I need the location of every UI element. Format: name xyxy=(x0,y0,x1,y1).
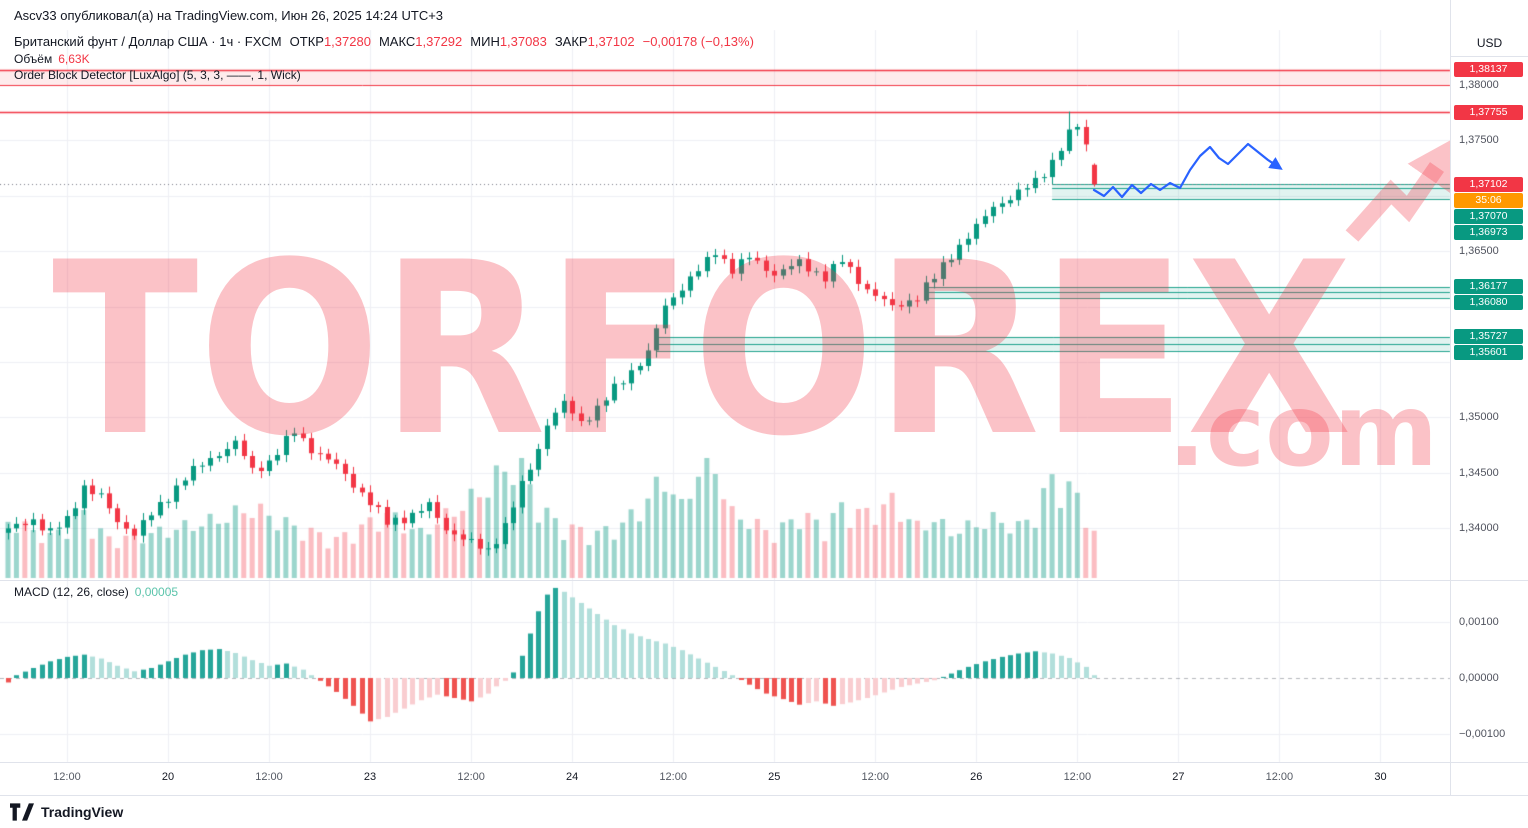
axis-currency-label: USD xyxy=(1451,30,1528,57)
time-tick-label: 12:00 xyxy=(255,771,283,783)
publish-info: Ascv33 опубликовал(а) на TradingView.com… xyxy=(14,8,444,23)
time-tick-label: 26 xyxy=(970,771,983,783)
time-tick-label: 30 xyxy=(1374,771,1387,783)
price-tick-label: 1,35000 xyxy=(1459,411,1499,424)
price-badge: 1,36177 xyxy=(1454,279,1523,295)
price-badge: 1,37102 xyxy=(1454,176,1523,192)
ohlc-close-value: 1,37102 xyxy=(587,34,635,49)
ohlc-close: ЗАКР 1,37102 xyxy=(555,34,635,49)
tradingview-logo-icon xyxy=(10,803,34,821)
ohlc-high: МАКС 1,37292 xyxy=(379,34,462,49)
ohlc-high-value: 1,37292 xyxy=(415,34,463,49)
footer-border xyxy=(0,795,1528,796)
volume-value: 6,63K xyxy=(58,52,90,66)
ohlc-low-label: МИН xyxy=(470,34,500,49)
price-tick-label: 1,34000 xyxy=(1459,522,1499,535)
time-tick-label: 20 xyxy=(161,771,175,783)
macd-tick-label: −0,00100 xyxy=(1459,727,1506,740)
price-tick-label: 1,37500 xyxy=(1459,134,1499,147)
price-axis[interactable]: USD 1,38000 1,37500 1,36500 1,35000 1,34500 1… xyxy=(1450,0,1528,795)
time-tick-label: 12:00 xyxy=(1063,771,1092,783)
publish-topbar: Ascv33 опубликовал(а) на TradingView.com… xyxy=(0,0,1528,30)
ohlc-high-label: МАКС xyxy=(378,34,416,49)
time-axis-border xyxy=(0,762,1528,763)
time-tick-label: 25 xyxy=(768,771,781,783)
time-axis[interactable]: 12:00 20 12:00 23 12:00 24 12:00 25 12:00 26 12:00… xyxy=(0,762,1450,795)
tradingview-footer[interactable]: TradingView xyxy=(10,799,123,825)
time-tick-label: 27 xyxy=(1172,771,1185,783)
price-badge: 1,36080 xyxy=(1454,295,1523,311)
tradingview-brand: TradingView xyxy=(41,804,124,820)
time-tick-label: 23 xyxy=(363,771,377,783)
volume-label: Объём xyxy=(14,52,53,66)
price-badge: 1,37755 xyxy=(1454,104,1523,120)
ohlc-open-value: 1,37280 xyxy=(323,34,371,49)
volume-legend[interactable]: Объём 6,63K xyxy=(14,52,90,66)
price-badge: 1,37070 xyxy=(1454,208,1523,224)
time-tick-label: 24 xyxy=(566,771,579,783)
macd-value: 0,00005 xyxy=(134,585,179,599)
time-tick-label: 12:00 xyxy=(457,771,485,783)
time-tick-label: 12:00 xyxy=(659,771,687,783)
ohlc-open-label: ОТКР xyxy=(289,34,324,49)
symbol-title: Британский фунт / Доллар США · 1ч · FXCM xyxy=(14,34,282,49)
symbol-legend[interactable]: Британский фунт / Доллар США · 1ч · FXCM… xyxy=(14,34,754,49)
price-tick-label: 1,34500 xyxy=(1459,466,1499,479)
time-tick-label: 12:00 xyxy=(53,771,81,783)
countdown-badge: 35:06 xyxy=(1454,192,1523,208)
ohlc-low: МИН 1,37083 xyxy=(470,34,547,49)
indicator-title: Order Block Detector [LuxAlgo] (5, 3, 3,… xyxy=(14,68,301,82)
ohlc-close-label: ЗАКР xyxy=(554,34,588,49)
macd-tick-label: 0,00000 xyxy=(1459,672,1499,684)
price-tick-label: 1,36500 xyxy=(1459,245,1499,258)
time-tick-label: 12:00 xyxy=(861,771,890,783)
price-badge: 1,35727 xyxy=(1454,329,1523,345)
macd-indicator-legend[interactable]: MACD (12, 26, close) 0,00005 xyxy=(14,585,178,599)
macd-tick-label: 0,00100 xyxy=(1459,616,1499,629)
orderblock-indicator-legend[interactable]: Order Block Detector [LuxAlgo] (5, 3, 3,… xyxy=(14,68,301,82)
price-badge: 1,36973 xyxy=(1454,224,1523,240)
ohlc-low-value: 1,37083 xyxy=(499,34,547,49)
ohlc-open: ОТКР 1,37280 xyxy=(290,34,371,49)
macd-title: MACD (12, 26, close) xyxy=(14,585,129,599)
pane-separator[interactable] xyxy=(0,580,1528,581)
price-badge: 1,35601 xyxy=(1454,345,1523,361)
price-badge: 1,38137 xyxy=(1454,62,1523,78)
price-tick-label: 1,38000 xyxy=(1459,79,1499,91)
price-change: −0,00178 (−0,13%) xyxy=(642,34,754,49)
time-tick-label: 12:00 xyxy=(1265,771,1294,783)
